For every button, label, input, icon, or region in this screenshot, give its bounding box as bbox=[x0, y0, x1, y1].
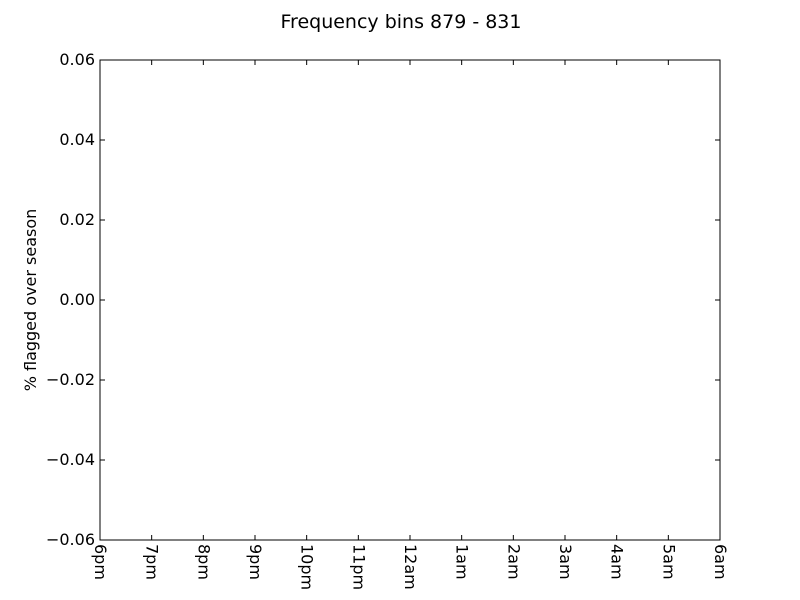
x-tick-label: 6pm bbox=[91, 544, 110, 580]
x-tick-label: 5am bbox=[659, 544, 678, 580]
y-tick-label: 0.02 bbox=[59, 210, 95, 229]
chart-title: Frequency bins 879 - 831 bbox=[281, 11, 522, 33]
x-axis-ticks: 6pm 7pm 8pm 9pm 10pm 11pm 12am 1am 2am 3am 4am 5am 6… bbox=[91, 60, 730, 590]
y-tick-label: 0.04 bbox=[59, 130, 95, 149]
y-tick-label: 0.06 bbox=[59, 50, 95, 69]
x-tick-label: 8pm bbox=[194, 544, 213, 580]
x-tick-label: 1am bbox=[453, 544, 472, 580]
x-tick-label: 11pm bbox=[349, 544, 368, 590]
x-tick-label: 2am bbox=[504, 544, 523, 580]
y-axis-ticks: 0.06 0.04 0.02 0.00 −0.02 −0.04 −0.06 bbox=[46, 50, 720, 549]
y-tick-label: −0.04 bbox=[46, 450, 95, 469]
x-tick-label: 12am bbox=[401, 544, 420, 590]
y-tick-label: 0.00 bbox=[59, 290, 95, 309]
x-tick-label: 4am bbox=[608, 544, 627, 580]
y-tick-label: −0.02 bbox=[46, 370, 95, 389]
x-tick-label: 9pm bbox=[246, 544, 265, 580]
x-tick-label: 10pm bbox=[298, 544, 317, 590]
x-tick-label: 6am bbox=[711, 544, 730, 580]
x-tick-label: 7pm bbox=[143, 544, 162, 580]
y-axis-label: % flagged over season bbox=[21, 209, 40, 392]
x-tick-label: 3am bbox=[556, 544, 575, 580]
y-tick-label: −0.06 bbox=[46, 530, 95, 549]
plot-frame bbox=[99, 59, 721, 541]
